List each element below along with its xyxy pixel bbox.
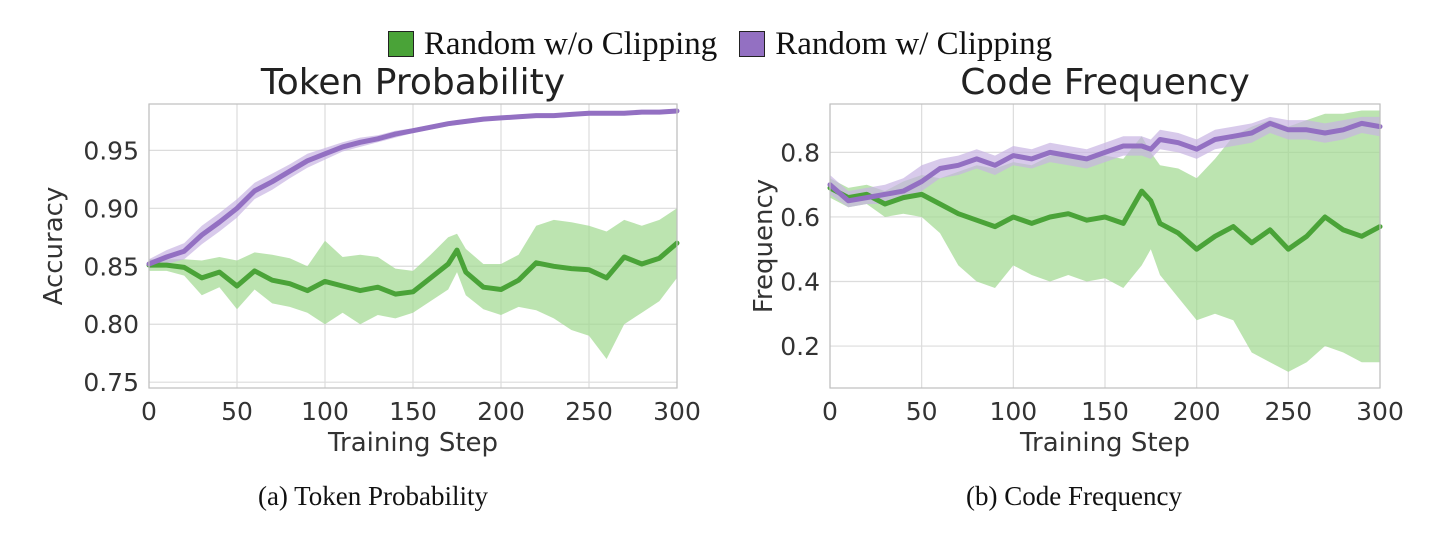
token-probability-y-tick-label: 0.75: [83, 368, 139, 397]
token-probability-y-axis-label: Accuracy: [39, 187, 69, 306]
token-probability-chart-title: Token Probability: [260, 62, 565, 103]
code-frequency-band-purple: [830, 116, 1380, 208]
code-frequency-frame: [829, 103, 1381, 389]
token-probability-x-tick-label: 300: [653, 397, 701, 426]
code-frequency-x-tick-label: 200: [1173, 397, 1221, 426]
code-frequency-x-tick-label: 250: [1264, 397, 1312, 426]
caption-code-frequency: (b) Code Frequency: [966, 481, 1182, 511]
token-probability-x-tick-label: 50: [221, 397, 253, 426]
token-probability-y-tick-label: 0.80: [83, 310, 139, 339]
code-frequency-band-green: [830, 110, 1380, 372]
token-probability-y-tick-label: 0.90: [83, 194, 139, 223]
code-frequency-x-tick-label: 150: [1081, 397, 1129, 426]
code-frequency-x-axis-label: Training Step: [1019, 428, 1190, 458]
caption-token-probability: (a) Token Probability: [257, 481, 489, 511]
code-frequency-chart-title: Code Frequency: [960, 62, 1250, 103]
code-frequency-x-tick-label: 100: [989, 397, 1037, 426]
token-probability-x-tick-label: 100: [301, 397, 349, 426]
legend-label-without-clipping: Random w/o Clipping: [423, 25, 718, 62]
legend-label-with-clipping: Random w/ Clipping: [775, 25, 1053, 62]
token-probability-band-green: [149, 208, 677, 359]
token-probability-x-tick-label: 250: [565, 397, 613, 426]
code-frequency-x-tick-label: 0: [822, 397, 838, 426]
code-frequency-x-tick-label: 300: [1356, 397, 1404, 426]
token-probability-y-tick-label: 0.85: [83, 252, 139, 281]
token-probability-x-tick-label: 150: [389, 397, 437, 426]
code-frequency-y-tick-label: 0.2: [780, 332, 820, 361]
code-frequency-y-axis-label: Frequency: [749, 179, 779, 313]
code-frequency-line-purple: [827, 120, 1383, 204]
legend: Random w/o Clipping Random w/ Clipping: [0, 22, 1440, 66]
code-frequency-y-tick-label: 0.4: [780, 268, 820, 297]
token-probability-frame: [148, 103, 678, 389]
token-probability-line-green: [146, 240, 680, 297]
code-frequency-y-tick-label: 0.8: [780, 138, 820, 167]
legend-swatch-green: [387, 31, 414, 57]
legend-entry-with-clipping: Random w/ Clipping: [739, 26, 1052, 63]
token-probability-line-purple: [146, 108, 680, 267]
code-frequency-line-green: [827, 185, 1383, 252]
token-probability-x-tick-label: 0: [141, 397, 157, 426]
token-probability-x-axis-label: Training Step: [327, 428, 498, 458]
legend-swatch-purple: [739, 31, 766, 57]
token-probability-x-tick-label: 200: [477, 397, 525, 426]
code-frequency-x-tick-label: 50: [906, 397, 938, 426]
code-frequency-y-tick-label: 0.6: [780, 203, 820, 232]
token-probability-y-tick-label: 0.95: [83, 136, 139, 165]
legend-entry-without-clipping: Random w/o Clipping: [387, 25, 718, 63]
